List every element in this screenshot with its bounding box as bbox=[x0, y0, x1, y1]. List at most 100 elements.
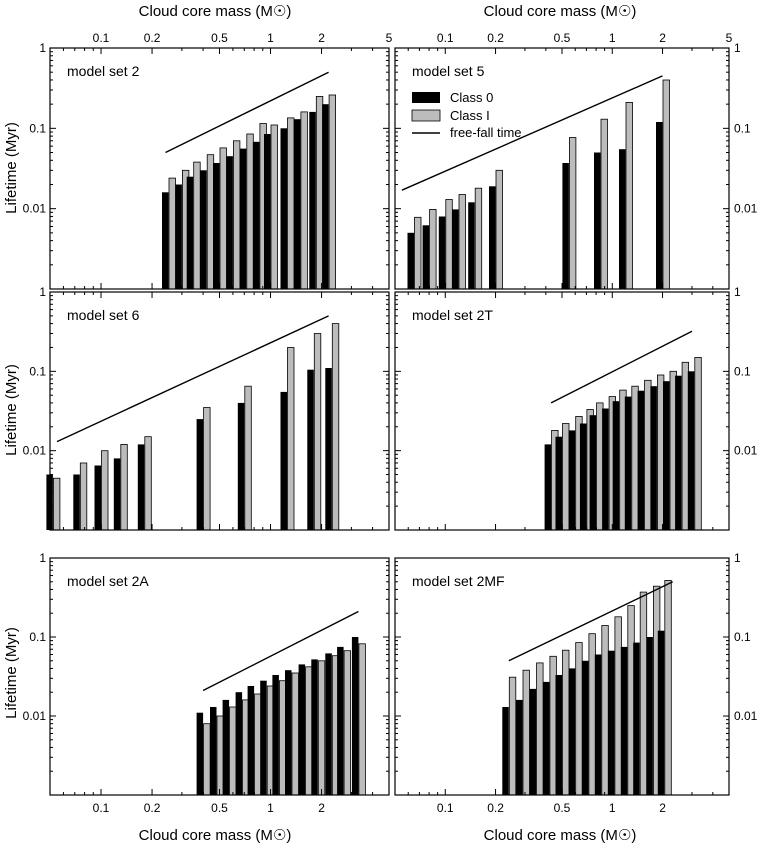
x-tick-label: 0.5 bbox=[211, 801, 228, 815]
class0-bar bbox=[633, 642, 640, 795]
y-tick-label: 0.1 bbox=[29, 630, 46, 644]
y-tick-label: 0.01 bbox=[734, 444, 758, 458]
class0-bar bbox=[542, 681, 550, 795]
class0-bar bbox=[307, 369, 314, 530]
y-tick-label: 0.1 bbox=[734, 364, 751, 378]
class1-bar bbox=[601, 625, 609, 796]
class0-bar bbox=[624, 396, 632, 530]
class1-bar bbox=[562, 423, 570, 531]
class1-bar bbox=[495, 169, 503, 290]
class0-bar bbox=[594, 654, 602, 795]
class1-bar bbox=[315, 96, 324, 290]
x-tick-label: 0.2 bbox=[487, 31, 504, 45]
x-tick-label: 0.1 bbox=[437, 801, 454, 815]
class0-bar bbox=[502, 707, 509, 795]
class0-bar bbox=[285, 670, 292, 795]
class0-bar bbox=[235, 692, 243, 795]
class0-bar bbox=[252, 141, 260, 289]
class1-bar bbox=[287, 117, 295, 290]
y-axis-title-row2: Lifetime (Myr) bbox=[3, 364, 20, 456]
class0-bar bbox=[656, 122, 663, 289]
class0-bar bbox=[337, 646, 344, 795]
class0-bar bbox=[73, 474, 80, 530]
class1-bar bbox=[536, 662, 544, 796]
x-tick-label: 2 bbox=[659, 31, 666, 45]
class0-bar bbox=[555, 436, 562, 530]
panel-title: model set 2T bbox=[412, 307, 493, 323]
class0-bar bbox=[298, 664, 306, 795]
bottom-left-x-axis-title: Cloud core mass (M☉) bbox=[139, 827, 292, 844]
class1-bar bbox=[244, 385, 252, 531]
class0-bar bbox=[579, 423, 587, 530]
class0-bar bbox=[568, 430, 576, 530]
top-right-x-axis-title: Cloud core mass (M☉) bbox=[484, 3, 637, 20]
class1-bar bbox=[639, 591, 648, 796]
class1-bar bbox=[657, 374, 665, 531]
class1-bar bbox=[681, 361, 689, 531]
freefall-line bbox=[56, 315, 329, 443]
freefall-line bbox=[202, 610, 359, 692]
x-tick-label: 0.2 bbox=[487, 801, 504, 815]
class0-bar bbox=[555, 675, 562, 795]
class1-bar bbox=[203, 723, 211, 796]
class1-bar bbox=[614, 616, 622, 796]
panel-title: model set 5 bbox=[412, 63, 485, 79]
class0-bar bbox=[322, 104, 329, 289]
class0-bar bbox=[186, 176, 194, 289]
y-tick-label: 0.1 bbox=[734, 121, 751, 135]
x-tick-label: 1 bbox=[267, 801, 274, 815]
class1-bar bbox=[600, 118, 608, 290]
class1-bar bbox=[216, 715, 224, 796]
y-axis-title-row3: Lifetime (Myr) bbox=[3, 627, 20, 719]
freefall-line bbox=[550, 330, 693, 404]
freefall-line bbox=[508, 581, 674, 662]
class0-bar bbox=[113, 458, 121, 530]
class0-bar bbox=[612, 401, 620, 530]
class0-bar bbox=[247, 686, 255, 795]
x-tick-label: 0.5 bbox=[554, 801, 571, 815]
class1-bar bbox=[144, 436, 152, 531]
class1-bar bbox=[474, 187, 483, 290]
panel-5: 1 0.1 0.01 0.1 0.2 0.5 1 2 model set 2A bbox=[23, 551, 390, 815]
class1-bar bbox=[278, 680, 287, 796]
class1-bar bbox=[458, 194, 466, 290]
class1-bar bbox=[246, 133, 254, 290]
x-tick-label: 2 bbox=[659, 801, 666, 815]
x-tick-label: 5 bbox=[726, 31, 733, 45]
x-tick-label: 2 bbox=[318, 31, 325, 45]
y-tick-label: 0.01 bbox=[734, 202, 758, 216]
class0-bar bbox=[213, 163, 220, 289]
x-tick-label: 0.1 bbox=[93, 31, 110, 45]
class1-bar bbox=[694, 356, 702, 531]
class0-bar bbox=[196, 419, 204, 530]
freefall-line bbox=[165, 71, 329, 154]
x-tick-label: 5 bbox=[386, 31, 393, 45]
legend: Class 0 Class I free-fall time bbox=[411, 90, 522, 140]
class1-bar bbox=[79, 462, 88, 531]
class0-bar bbox=[562, 163, 569, 289]
class1-bar bbox=[562, 649, 570, 796]
class0-bar bbox=[637, 390, 645, 530]
class0-bar bbox=[196, 712, 204, 795]
class0-bar bbox=[607, 650, 615, 795]
class1-bar bbox=[287, 347, 295, 531]
class1-bar bbox=[219, 147, 227, 290]
class1-bar bbox=[549, 655, 557, 796]
y-tick-label: 0.1 bbox=[29, 121, 46, 135]
class1-bar bbox=[168, 177, 176, 290]
class1-bar bbox=[522, 669, 530, 796]
x-tick-label: 1 bbox=[609, 31, 616, 45]
legend-class1-swatch bbox=[411, 109, 441, 122]
class0-bar bbox=[293, 119, 301, 289]
class0-bar bbox=[568, 668, 576, 795]
class0-bar bbox=[260, 680, 267, 795]
class0-bar bbox=[325, 653, 332, 795]
top-left-x-axis-title: Cloud core mass (M☉) bbox=[139, 3, 292, 20]
class0-bar bbox=[94, 465, 101, 530]
class1-bar bbox=[120, 443, 128, 531]
class0-bar bbox=[452, 209, 459, 289]
y-tick-label: 1 bbox=[734, 285, 741, 299]
class1-bar bbox=[254, 693, 262, 796]
class0-bar bbox=[516, 699, 523, 795]
